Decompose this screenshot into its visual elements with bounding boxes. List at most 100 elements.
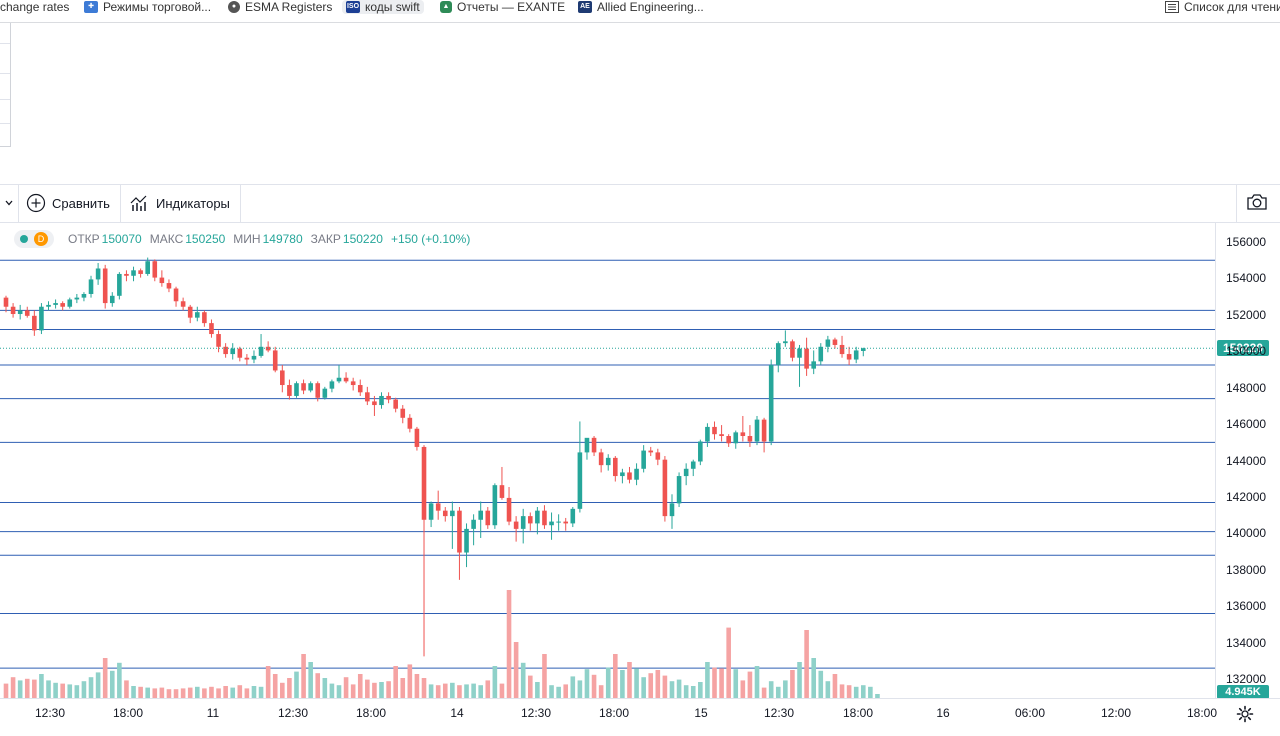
candle-8[interactable] (60, 301, 65, 311)
candle-113[interactable] (804, 337, 809, 376)
price-axis[interactable]: 150220 4.945K 156000 154000 152000 150000 14… (1215, 222, 1280, 699)
candle-119[interactable] (846, 346, 852, 365)
candle-31[interactable] (223, 343, 228, 358)
bookmark-exante-reports[interactable]: ▲ Отчеты — EXANTE (440, 0, 565, 14)
candle-88[interactable] (627, 466, 632, 484)
candle-77[interactable] (549, 512, 554, 540)
candle-98[interactable] (698, 439, 703, 466)
candle-60[interactable] (428, 501, 434, 528)
candle-34[interactable] (244, 354, 250, 365)
candle-15[interactable] (109, 292, 115, 307)
candle-45[interactable] (322, 386, 328, 400)
candle-25[interactable] (180, 297, 186, 311)
candle-89[interactable] (634, 463, 639, 486)
candle-47[interactable] (336, 364, 342, 384)
candle-115[interactable] (818, 343, 824, 365)
candle-28[interactable] (202, 310, 207, 327)
candle-37[interactable] (265, 341, 271, 353)
candle-24[interactable] (173, 286, 179, 307)
candle-43[interactable] (308, 381, 313, 393)
candle-83[interactable] (591, 436, 597, 457)
candle-112[interactable] (797, 344, 802, 387)
candle-99[interactable] (705, 423, 710, 447)
bookmark-swift-codes[interactable]: ISO коды swift (342, 0, 424, 14)
candle-12[interactable] (88, 275, 94, 298)
candle-51[interactable] (365, 386, 370, 406)
candle-57[interactable] (407, 414, 413, 433)
candle-64[interactable] (457, 507, 462, 580)
candle-100[interactable] (712, 421, 717, 440)
chart-settings-button[interactable] (1236, 705, 1254, 723)
candle-84[interactable] (598, 448, 604, 473)
indicators-button[interactable]: Индикаторы (130, 191, 230, 215)
candle-87[interactable] (620, 468, 625, 484)
candle-107[interactable] (761, 417, 767, 453)
candle-19[interactable] (138, 268, 143, 278)
candle-79[interactable] (563, 517, 569, 531)
price-chart[interactable] (0, 222, 1215, 698)
candle-30[interactable] (216, 330, 221, 353)
candle-121[interactable] (860, 347, 866, 357)
candle-85[interactable] (605, 454, 611, 471)
candle-72[interactable] (513, 516, 519, 542)
candle-0[interactable] (3, 295, 9, 313)
candle-9[interactable] (67, 297, 73, 309)
candle-54[interactable] (386, 392, 391, 404)
screenshot-button[interactable] (1246, 192, 1268, 214)
candle-104[interactable] (740, 415, 746, 442)
candle-50[interactable] (357, 379, 363, 396)
candle-5[interactable] (39, 303, 44, 335)
bookmark-exchange-rates[interactable]: change rates (0, 0, 69, 14)
candle-118[interactable] (839, 335, 845, 358)
candle-81[interactable] (577, 421, 583, 513)
candle-86[interactable] (613, 456, 618, 482)
candle-48[interactable] (343, 372, 349, 384)
bookmark-allied-engineering[interactable]: AE Allied Engineering... (578, 0, 704, 14)
candle-116[interactable] (825, 335, 831, 353)
candle-105[interactable] (747, 425, 753, 447)
candle-114[interactable] (811, 350, 816, 375)
candle-55[interactable] (393, 397, 398, 413)
candle-3[interactable] (24, 306, 30, 318)
candle-49[interactable] (350, 377, 356, 391)
candle-35[interactable] (251, 350, 257, 364)
candle-61[interactable] (435, 490, 441, 520)
candle-67[interactable] (478, 501, 483, 538)
candle-17[interactable] (124, 270, 129, 282)
time-axis[interactable]: 12:30 18:00 11 12:30 18:00 14 12:30 18:00 15 12:3… (0, 698, 1280, 736)
candle-97[interactable] (690, 459, 696, 477)
bookmark-trading-modes[interactable]: ✚ Режимы торговой... (84, 0, 211, 14)
candle-103[interactable] (733, 430, 739, 449)
candle-46[interactable] (329, 379, 335, 393)
candle-62[interactable] (442, 507, 448, 522)
candle-78[interactable] (556, 514, 561, 531)
candle-69[interactable] (492, 483, 498, 529)
candle-92[interactable] (655, 448, 661, 466)
candle-26[interactable] (187, 304, 193, 324)
candle-82[interactable] (584, 437, 590, 460)
candle-117[interactable] (832, 337, 838, 349)
candle-106[interactable] (754, 415, 760, 446)
candle-73[interactable] (520, 508, 526, 544)
reading-list-button[interactable]: Список для чтени (1165, 0, 1280, 14)
candle-36[interactable] (258, 334, 264, 358)
candle-70[interactable] (499, 466, 505, 500)
candle-76[interactable] (542, 505, 547, 529)
candle-16[interactable] (117, 272, 122, 300)
candle-1[interactable] (10, 303, 16, 318)
candle-93[interactable] (662, 456, 668, 522)
candle-39[interactable] (280, 364, 285, 393)
candle-75[interactable] (535, 507, 540, 535)
candle-66[interactable] (471, 514, 476, 546)
interval-dropdown[interactable] (4, 191, 14, 215)
candle-111[interactable] (790, 339, 795, 362)
candle-94[interactable] (669, 494, 675, 529)
candle-13[interactable] (95, 263, 101, 285)
candle-33[interactable] (237, 346, 243, 362)
candle-21[interactable] (152, 259, 158, 282)
candle-58[interactable] (414, 426, 420, 451)
candle-18[interactable] (131, 266, 136, 282)
candle-74[interactable] (527, 512, 533, 531)
candle-101[interactable] (719, 425, 724, 442)
candle-63[interactable] (450, 501, 455, 549)
